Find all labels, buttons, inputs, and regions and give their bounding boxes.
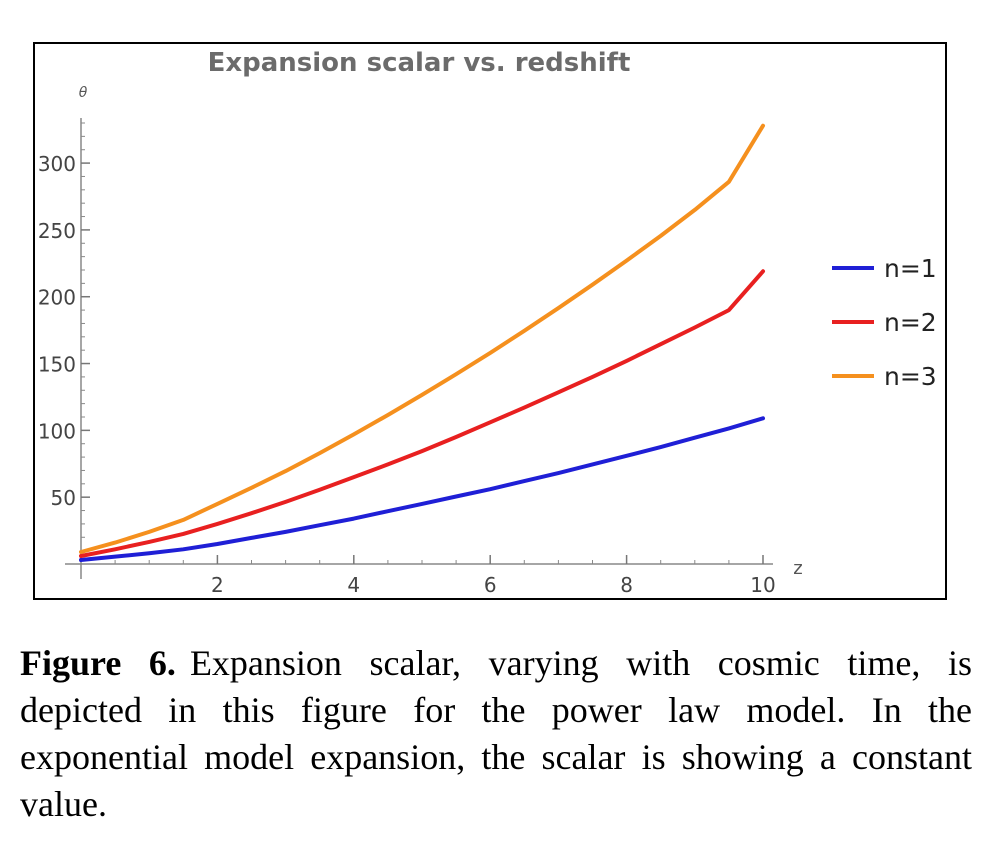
x-tick-label: 4 bbox=[347, 573, 360, 597]
x-tick-label: 6 bbox=[484, 573, 497, 597]
y-tick-label: 200 bbox=[38, 286, 76, 310]
y-tick-label: 300 bbox=[38, 152, 76, 176]
chart-title: Expansion scalar vs. redshift bbox=[208, 48, 631, 78]
x-tick-label: 2 bbox=[211, 573, 224, 597]
x-tick-label: 8 bbox=[620, 573, 633, 597]
legend-label-n2: n=2 bbox=[884, 308, 937, 337]
caption-text: Expansion scalar, varying with cosmic ti… bbox=[20, 643, 972, 824]
figure-frame: Expansion scalar vs. redshift θ z 2 4 6 8 10 50 1… bbox=[33, 42, 947, 600]
legend-label-n1: n=1 bbox=[884, 254, 937, 283]
y-tick-label: 150 bbox=[38, 353, 76, 377]
figure-caption: Figure 6. Expansion scalar, varying with … bbox=[20, 640, 972, 828]
y-tick-label: 100 bbox=[38, 419, 76, 443]
legend-label-n3: n=3 bbox=[884, 362, 937, 391]
series-line-n3 bbox=[79, 123, 765, 554]
y-tick-label: 50 bbox=[51, 486, 76, 510]
x-axis-label: z bbox=[793, 558, 802, 579]
series-line-n2 bbox=[79, 269, 765, 558]
chart: Expansion scalar vs. redshift θ z 2 4 6 8 10 50 1… bbox=[38, 48, 937, 597]
y-axis-label: θ bbox=[79, 85, 88, 101]
y-tick-label: 250 bbox=[38, 219, 76, 243]
caption-label: Figure 6. bbox=[20, 643, 176, 683]
x-tick-label: 10 bbox=[750, 573, 775, 597]
series-line-n1 bbox=[79, 416, 765, 562]
